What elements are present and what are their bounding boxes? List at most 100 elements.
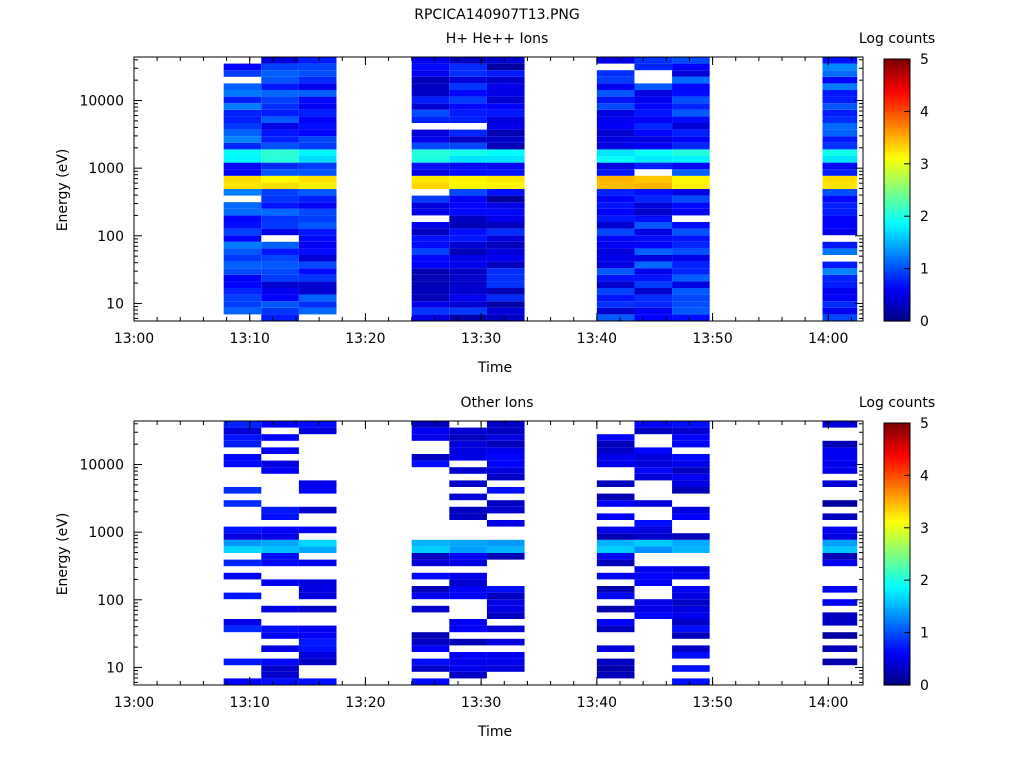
heatmap-cell [672,586,710,593]
heatmap-cell [298,268,337,275]
heatmap-cell [486,586,525,593]
y-tick-label: 100 [97,593,124,609]
heatmap-cell [261,76,299,84]
heatmap-cell [486,268,525,275]
heatmap-cell [596,281,635,288]
colorbar-segment [884,508,910,511]
heatmap-cell [822,202,858,209]
x-tick-label: 13:20 [345,695,385,711]
heatmap-cell [298,228,337,236]
heatmap-cell [449,70,487,77]
heatmap-cell [223,156,262,163]
colorbar-segment [884,560,910,564]
heatmap-cell [822,314,858,321]
heatmap-cell [449,559,487,567]
heatmap-cell [672,612,710,619]
heatmap-cell [672,605,710,613]
colorbar-tick-label: 1 [920,262,929,278]
heatmap-cell [634,255,673,262]
heatmap-cell [822,281,858,288]
x-tick-label: 14:00 [808,695,848,711]
heatmap-cell [486,189,525,196]
heatmap-cell [672,202,710,209]
heatmap-cell [634,116,673,123]
heatmap-cell [261,658,299,666]
heatmap-cell [634,467,673,474]
heatmap-cell [223,572,262,580]
heatmap-cell [223,189,262,196]
heatmap-cell [449,467,487,474]
colorbar-segment [884,554,910,557]
heatmap-cell [672,533,710,540]
heatmap-cell [298,487,337,494]
colorbar-segment [884,279,910,283]
heatmap-cell [672,487,710,494]
colorbar-segment [884,529,910,533]
heatmap-cell [672,307,710,315]
heatmap-cell [223,103,262,110]
heatmap-cell [486,301,525,308]
heatmap-cell [298,274,337,282]
heatmap-cell [672,314,710,321]
heatmap-cell [672,189,710,196]
heatmap-cell [449,274,487,282]
colorbar-tick-label: 4 [920,104,929,120]
heatmap-cell [634,162,673,170]
colorbar-segment [884,578,910,581]
heatmap-cell [223,136,262,143]
heatmap-cell [261,467,299,474]
heatmap-cell [486,175,525,183]
heatmap-cell [223,288,262,295]
heatmap-cell [298,261,337,269]
heatmap-cell [596,156,635,163]
heatmap-cell [822,195,858,203]
colorbar-segment [884,296,910,300]
heatmap-cell [486,109,525,117]
heatmap-cell [449,513,487,520]
x-tick-label: 14:00 [808,331,848,347]
colorbar-segment [884,286,910,289]
heatmap-cell [634,96,673,104]
heatmap-cell [449,447,487,454]
heatmap-cell [672,546,710,553]
heatmap-cell [596,671,635,679]
colorbar-segment [884,503,910,507]
heatmap-cell [486,142,525,150]
colorbar-segment [884,669,910,673]
colorbar-segment [884,545,910,549]
heatmap-cell [822,222,858,229]
heatmap-cell [634,109,673,117]
heatmap-cell [449,261,487,269]
heatmap-cell [298,632,337,639]
heatmap-cell [634,90,673,97]
heatmap-cell [822,301,858,308]
heatmap-cell [261,281,299,288]
heatmap-cell [634,235,673,242]
heatmap-cell [449,175,487,183]
heatmap-cell [596,586,635,593]
heatmap-cell [596,546,635,553]
heatmap-cell [672,76,710,84]
heatmap-cell [822,76,858,84]
heatmap-cell [672,665,710,672]
heatmap-cell [223,487,262,494]
colorbar-segment [884,318,910,322]
heatmap-cell [822,307,858,315]
colorbar-segment [884,190,910,193]
heatmap-cell [634,189,673,196]
heatmap-cell [596,248,635,255]
heatmap-cell [411,645,450,652]
heatmap-cell [449,182,487,189]
heatmap-cell [672,619,710,626]
heatmap-cell [596,57,635,64]
heatmap-cell [449,440,487,448]
heatmap-cell [672,142,710,150]
colorbar-segment [884,457,910,461]
heatmap-cell [672,90,710,97]
heatmap-cell [486,123,525,130]
heatmap-cell [223,109,262,117]
colorbar-segment [884,244,910,248]
heatmap-cell [261,268,299,275]
colorbar-segment [884,135,910,139]
heatmap-cell [486,520,525,527]
